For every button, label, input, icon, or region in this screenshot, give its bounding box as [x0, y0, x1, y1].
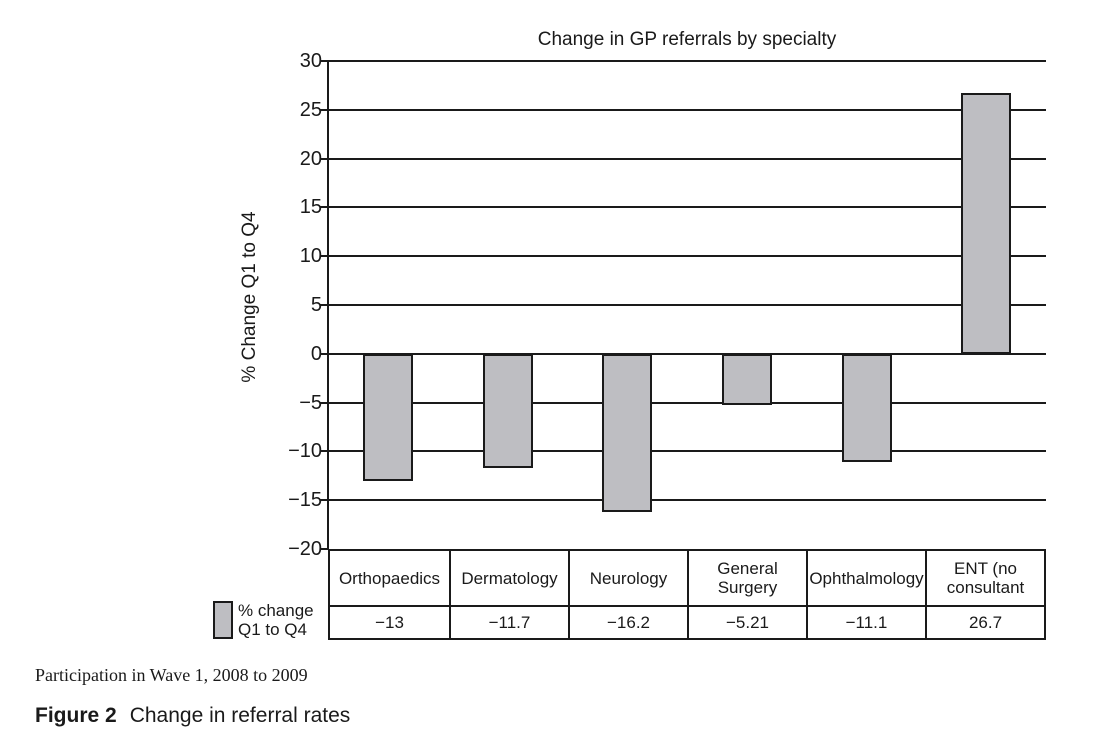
participation-note: Participation in Wave 1, 2008 to 2009: [35, 665, 308, 685]
value-cell: 26.7: [925, 605, 1044, 638]
value-cell: −13: [330, 605, 449, 638]
y-axis-tick: [320, 157, 328, 160]
value-cell: −16.2: [568, 605, 687, 638]
gridline: [328, 206, 1046, 209]
category-cell: Orthopaedics: [338, 568, 441, 588]
gridline: [328, 401, 1046, 404]
gridline: [328, 255, 1046, 258]
category-cell: Neurology: [568, 551, 687, 605]
bar-2: [482, 353, 533, 468]
y-tick-label: 15: [299, 196, 322, 219]
y-tick-label: 20: [299, 147, 322, 170]
category-cell: General Surgery: [687, 551, 806, 605]
y-tick-label: 5: [310, 294, 322, 316]
y-tick-label: 25: [299, 98, 322, 121]
value-cell: −11.1: [806, 605, 925, 638]
gridline: [328, 60, 1046, 62]
y-axis-tick: [320, 108, 328, 111]
category-cell: Dermatology: [449, 551, 568, 605]
y-axis-tick: [320, 548, 328, 550]
gridline: [328, 499, 1046, 502]
gridline: [328, 157, 1046, 160]
bar-1: [362, 353, 413, 481]
value-cell: −5.21: [687, 605, 806, 638]
y-axis-tick: [320, 401, 328, 404]
y-axis-tick: [320, 60, 328, 62]
y-tick-label: 30: [299, 50, 322, 72]
gridline: [328, 450, 1046, 453]
y-tick-label: −10: [288, 440, 322, 463]
y-axis-tick: [320, 304, 328, 306]
y-tick-label: −15: [288, 489, 322, 512]
figure-title: Change in referral rates: [129, 704, 351, 727]
bar-4: [721, 353, 772, 405]
y-tick-label: 0: [310, 342, 322, 365]
y-axis-tick: [320, 450, 328, 453]
category-cell: Ophthalmology: [806, 551, 925, 605]
gridline: [328, 304, 1046, 306]
bar-5: [841, 353, 892, 463]
gridline: [328, 352, 1046, 355]
y-axis-tick: [320, 255, 328, 258]
y-axis-tick: [320, 206, 328, 209]
y-axis-line: [327, 60, 329, 550]
category-cell: ENT (no consultant: [925, 551, 1044, 605]
y-tick-label: 10: [299, 245, 322, 268]
gridline: [328, 108, 1046, 111]
value-cell: −11.7: [449, 605, 568, 638]
bar-3: [602, 353, 653, 512]
figure-caption: Figure 2 Change in referral rates: [35, 703, 350, 729]
figure-label: Figure 2: [35, 704, 117, 727]
data-table: Orthopaedics Dermatology Neurology General …: [328, 549, 1046, 640]
y-axis-tick: [320, 352, 328, 355]
legend-label: % change Q1 to Q4: [238, 601, 314, 639]
bar-6: [961, 93, 1012, 354]
legend-swatch: [213, 601, 233, 639]
y-axis-tick: [320, 499, 328, 502]
y-axis-title: % Change Q1 to Q4: [239, 211, 260, 383]
chart-title: Change in GP referrals by specialty: [537, 29, 837, 50]
y-tick-label: −5: [299, 391, 322, 414]
y-tick-label: −20: [288, 538, 322, 560]
